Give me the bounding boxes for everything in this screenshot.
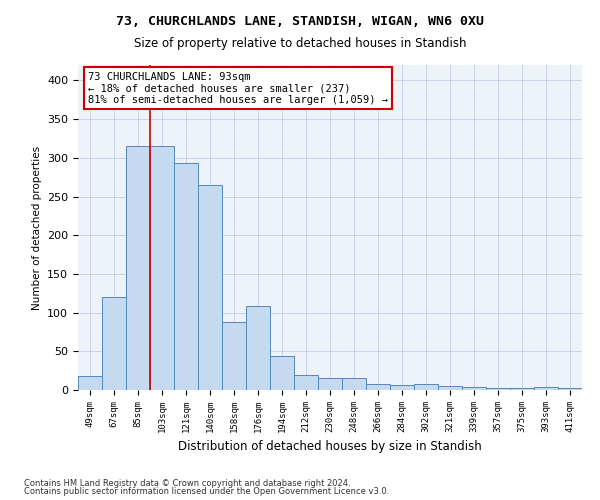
Text: Contains HM Land Registry data © Crown copyright and database right 2024.: Contains HM Land Registry data © Crown c… <box>24 478 350 488</box>
Bar <box>294 374 318 390</box>
Bar <box>198 185 222 390</box>
Bar <box>510 388 534 390</box>
Bar <box>246 306 270 390</box>
Text: 73 CHURCHLANDS LANE: 93sqm
← 18% of detached houses are smaller (237)
81% of sem: 73 CHURCHLANDS LANE: 93sqm ← 18% of deta… <box>88 72 388 104</box>
Y-axis label: Number of detached properties: Number of detached properties <box>32 146 41 310</box>
Bar <box>78 376 102 390</box>
Bar <box>390 384 414 390</box>
Bar <box>438 386 462 390</box>
Bar <box>150 146 174 390</box>
Bar <box>102 297 126 390</box>
Bar <box>486 388 510 390</box>
Bar <box>414 384 438 390</box>
Text: Size of property relative to detached houses in Standish: Size of property relative to detached ho… <box>134 38 466 51</box>
Bar <box>342 378 366 390</box>
Bar <box>318 378 342 390</box>
Bar <box>126 146 150 390</box>
Text: 73, CHURCHLANDS LANE, STANDISH, WIGAN, WN6 0XU: 73, CHURCHLANDS LANE, STANDISH, WIGAN, W… <box>116 15 484 28</box>
Bar <box>174 164 198 390</box>
X-axis label: Distribution of detached houses by size in Standish: Distribution of detached houses by size … <box>178 440 482 454</box>
Bar <box>222 322 246 390</box>
Bar <box>366 384 390 390</box>
Bar <box>462 387 486 390</box>
Bar <box>558 388 582 390</box>
Bar <box>534 387 558 390</box>
Bar <box>270 356 294 390</box>
Text: Contains public sector information licensed under the Open Government Licence v3: Contains public sector information licen… <box>24 487 389 496</box>
